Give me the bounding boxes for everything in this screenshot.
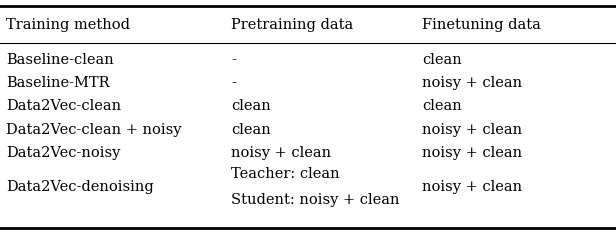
Text: noisy + clean: noisy + clean [422, 123, 522, 137]
Text: clean: clean [422, 99, 462, 113]
Text: -: - [231, 76, 236, 90]
Text: Data2Vec-denoising: Data2Vec-denoising [6, 180, 154, 194]
Text: -: - [231, 53, 236, 67]
Text: Baseline-MTR: Baseline-MTR [6, 76, 110, 90]
Text: Data2Vec-noisy: Data2Vec-noisy [6, 146, 121, 160]
Text: clean: clean [422, 53, 462, 67]
Text: Baseline-clean: Baseline-clean [6, 53, 114, 67]
Text: Data2Vec-clean + noisy: Data2Vec-clean + noisy [6, 123, 182, 137]
Text: Pretraining data: Pretraining data [231, 18, 353, 32]
Text: Teacher: clean: Teacher: clean [231, 167, 339, 181]
Text: noisy + clean: noisy + clean [422, 76, 522, 90]
Text: Finetuning data: Finetuning data [422, 18, 541, 32]
Text: noisy + clean: noisy + clean [422, 146, 522, 160]
Text: Student: noisy + clean: Student: noisy + clean [231, 193, 400, 207]
Text: clean: clean [231, 123, 271, 137]
Text: noisy + clean: noisy + clean [422, 180, 522, 194]
Text: Training method: Training method [6, 18, 130, 32]
Text: noisy + clean: noisy + clean [231, 146, 331, 160]
Text: Data2Vec-clean: Data2Vec-clean [6, 99, 121, 113]
Text: clean: clean [231, 99, 271, 113]
